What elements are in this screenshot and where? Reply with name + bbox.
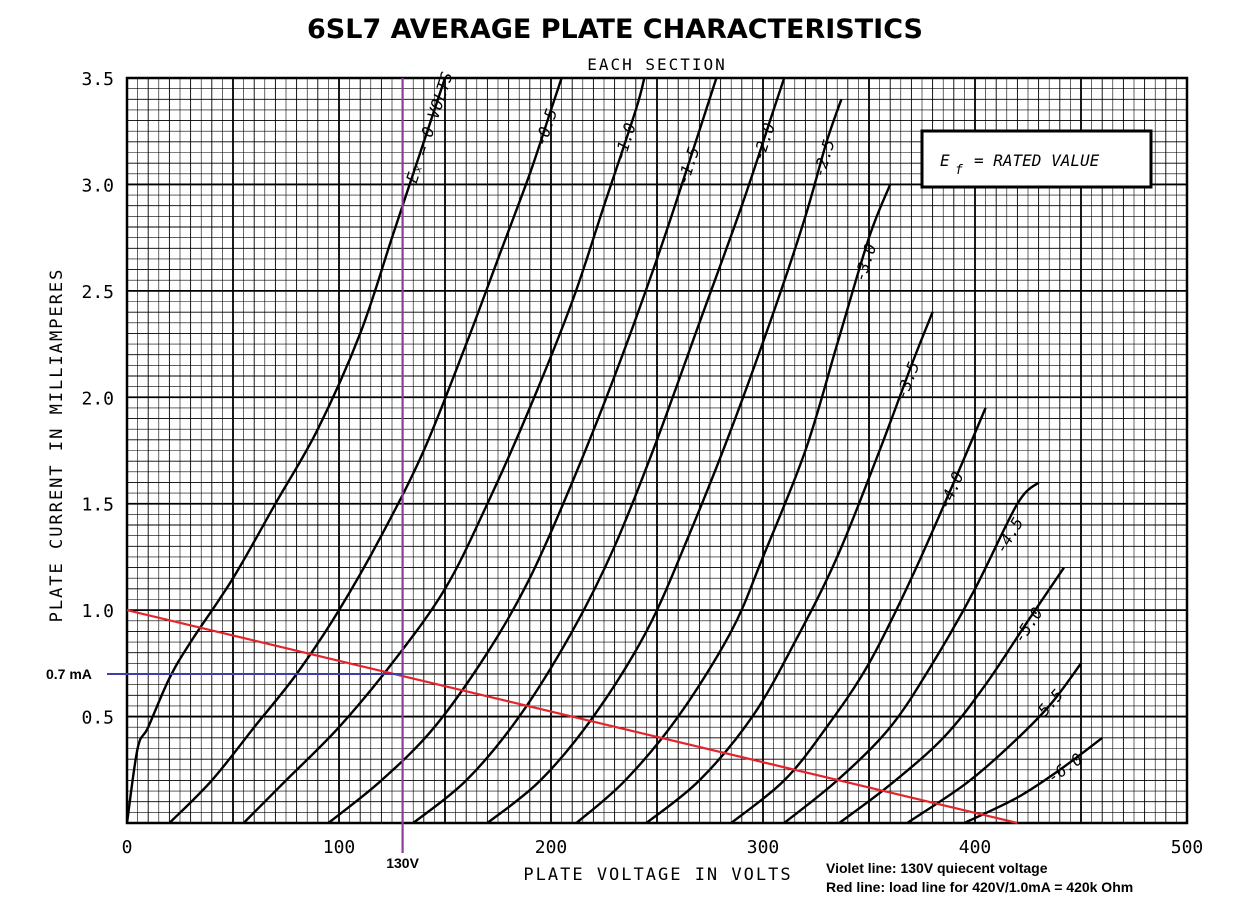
x-tick-label: 400: [959, 837, 992, 858]
quiescent-voltage-label: 130V: [386, 855, 419, 871]
grid: [125, 76, 1189, 825]
curve-label-5: -2.5: [809, 137, 838, 179]
y-tick-label: 0.5: [81, 708, 114, 729]
y-axis-label: PLATE CURRENT IN MILLIAMPERES: [47, 268, 67, 623]
series-line-4: [412, 77, 786, 824]
series-line-0: [125, 77, 447, 824]
chart-subtitle: EACH SECTION: [587, 55, 727, 74]
overlays: 130V 0.7 mA: [46, 78, 1018, 871]
series-line-2: [242, 77, 646, 824]
series-line-5: [486, 98, 843, 824]
x-tick-label: 200: [535, 837, 568, 858]
legend-box-main: E: [940, 151, 950, 170]
plot-frame: [125, 76, 1189, 825]
legend-box-text: = RATED VALUE: [974, 151, 1100, 170]
series-line-10: [838, 566, 1065, 824]
series-line-1: [168, 77, 563, 824]
y-tick-label: 2.0: [81, 388, 114, 409]
x-tick-label: 100: [323, 837, 356, 858]
legend-box: E f = RATED VALUE: [920, 129, 1153, 189]
y-tick-label: 1.5: [81, 495, 114, 516]
tick-labels: 0 100 200 300 400 500 3.5 3.0 2.5 2.0 1.5 1.0 0.5: [81, 69, 1203, 858]
x-tick-label: 500: [1171, 837, 1204, 858]
chart-title: 6SL7 AVERAGE PLATE CHARACTERISTICS: [307, 14, 923, 45]
series-line-7: [645, 311, 934, 824]
series-line-8: [730, 407, 987, 824]
series-line-3: [327, 77, 718, 824]
legend-box-sub: f: [955, 163, 963, 178]
series-line-6: [575, 183, 892, 824]
y-tick-label: 3.5: [81, 69, 114, 90]
series-line-12: [963, 736, 1103, 825]
y-tick-label: 1.0: [81, 601, 114, 622]
annotation-red: Red line: load line for 420V/1.0mA = 420…: [826, 879, 1133, 895]
x-tick-label: 300: [747, 837, 780, 858]
quiescent-current-label: 0.7 mA: [46, 666, 92, 682]
curve-label-8: -4.0: [935, 469, 968, 512]
series-line-11: [906, 662, 1082, 824]
y-tick-label: 3.0: [81, 175, 114, 196]
annotation-violet: Violet line: 130V quiecent voltage: [826, 860, 1048, 876]
x-axis-label: PLATE VOLTAGE IN VOLTS: [523, 865, 792, 885]
x-tick-label: 0: [122, 837, 133, 858]
load-line: [126, 609, 1018, 825]
y-tick-label: 2.5: [81, 282, 114, 303]
curve-label-6: -3.0: [850, 241, 880, 284]
curves: [125, 77, 1103, 825]
curve-label-0: Eₓ = 0 VOLTS: [402, 70, 457, 186]
